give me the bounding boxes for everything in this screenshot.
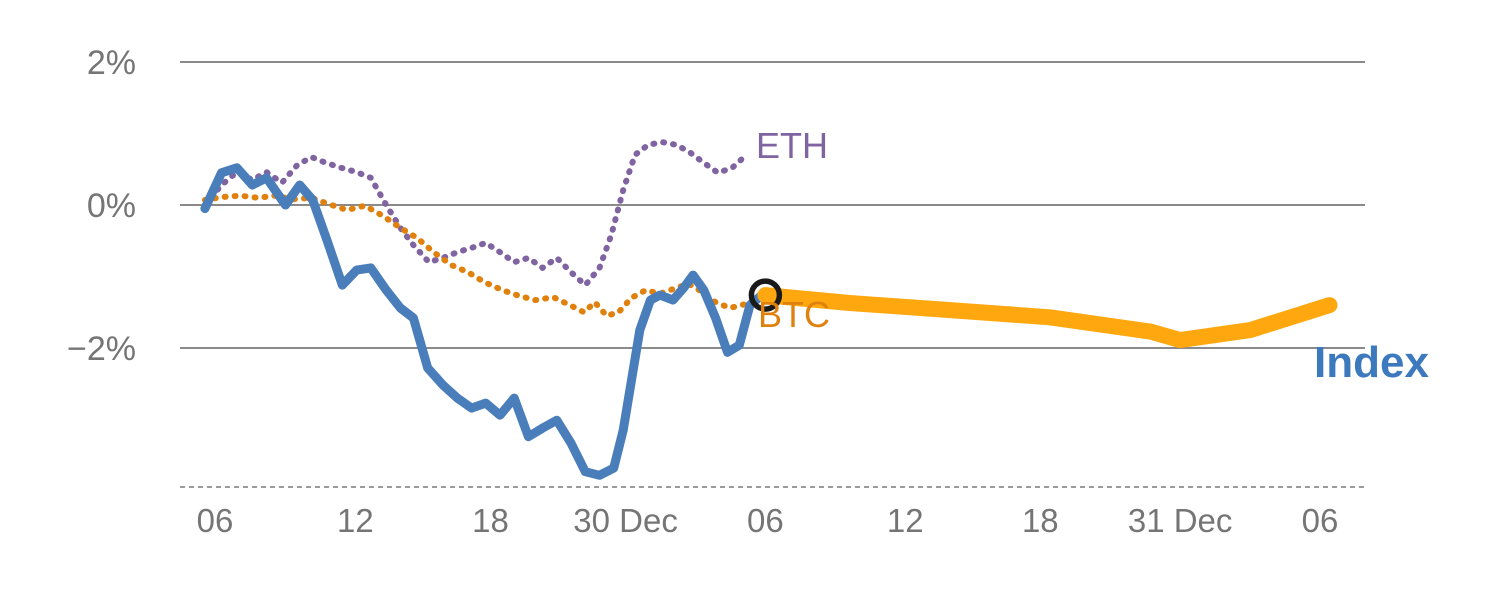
- highlight-start-marker-icon: [748, 278, 783, 312]
- series-line-index: [200, 163, 767, 480]
- y-axis-tick-label: 0%: [87, 187, 136, 225]
- x-axis-tick-label: 18: [1022, 502, 1059, 539]
- x-axis-tick-label: 06: [197, 502, 234, 539]
- x-axis-tick-label: 31 Dec: [1128, 502, 1233, 539]
- series-label-eth: ETH: [756, 125, 828, 166]
- y-axis-tick-label: 2%: [87, 44, 136, 82]
- x-axis-tick-label: 12: [887, 502, 924, 539]
- x-axis-tick-label: 06: [747, 502, 784, 539]
- x-axis-tick-label: 18: [472, 502, 509, 539]
- series-label-btc: BTC: [758, 294, 830, 335]
- x-axis-tick-label: 12: [337, 502, 374, 539]
- y-axis-tick-label: −2%: [67, 330, 136, 368]
- series-label-index: Index: [1314, 338, 1429, 387]
- series-line-eth: [201, 139, 750, 289]
- x-axis-tick-label: 06: [1302, 502, 1339, 539]
- x-axis-tick-label: 30 Dec: [573, 502, 678, 539]
- series-line-btc-highlight: [757, 287, 1338, 349]
